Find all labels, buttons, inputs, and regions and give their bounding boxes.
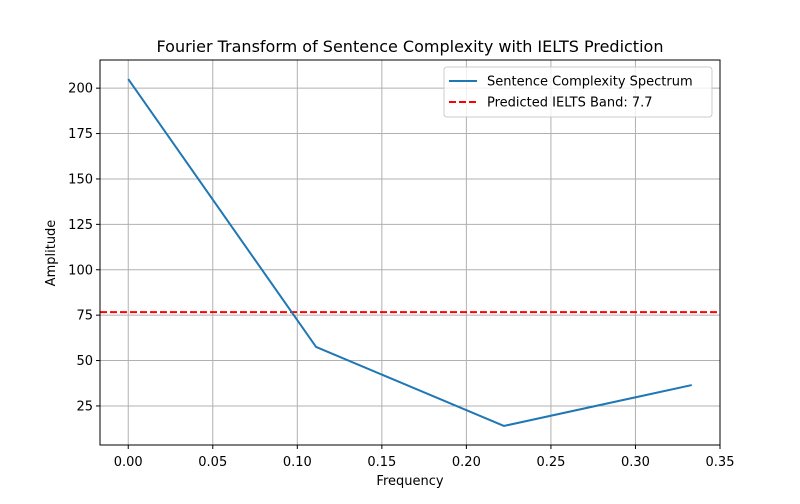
y-tick-label: 75 <box>76 309 93 324</box>
y-tick-label: 200 <box>68 82 93 97</box>
legend-label: Sentence Complexity Spectrum <box>487 75 693 90</box>
x-tick-label: 0.15 <box>367 455 396 470</box>
x-tick-label: 0.30 <box>621 455 650 470</box>
x-tick-label: 0.25 <box>536 455 565 470</box>
legend: Sentence Complexity Spectrum Predicted IE… <box>443 66 713 118</box>
x-tick-label: 0.35 <box>706 455 735 470</box>
x-tick-label: 0.05 <box>198 455 227 470</box>
y-tick-label: 150 <box>68 172 93 187</box>
grid <box>100 60 721 445</box>
y-tick-label: 125 <box>68 218 93 233</box>
x-tick-label: 0.20 <box>452 455 481 470</box>
x-axis-label: Frequency <box>376 474 443 489</box>
legend-box <box>443 66 713 118</box>
legend-label: Predicted IELTS Band: 7.7 <box>487 96 653 111</box>
series-line <box>127 78 692 427</box>
y-axis-label: Amplitude <box>44 220 59 287</box>
x-axis-ticks: 0.00 0.05 0.10 0.15 0.20 0.25 0.30 0.35 <box>114 445 735 470</box>
series-lines <box>127 78 692 427</box>
y-tick-label: 175 <box>68 127 93 142</box>
chart-title: Fourier Transform of Sentence Complexity… <box>157 37 664 56</box>
y-tick-label: 50 <box>76 354 93 369</box>
x-tick-label: 0.00 <box>114 455 143 470</box>
y-tick-label: 25 <box>76 399 93 414</box>
y-tick-label: 100 <box>68 263 93 278</box>
y-axis-ticks: 25 50 75 100 125 150 175 200 <box>68 82 100 414</box>
plot-area-frame <box>99 59 721 446</box>
x-tick-label: 0.10 <box>283 455 312 470</box>
